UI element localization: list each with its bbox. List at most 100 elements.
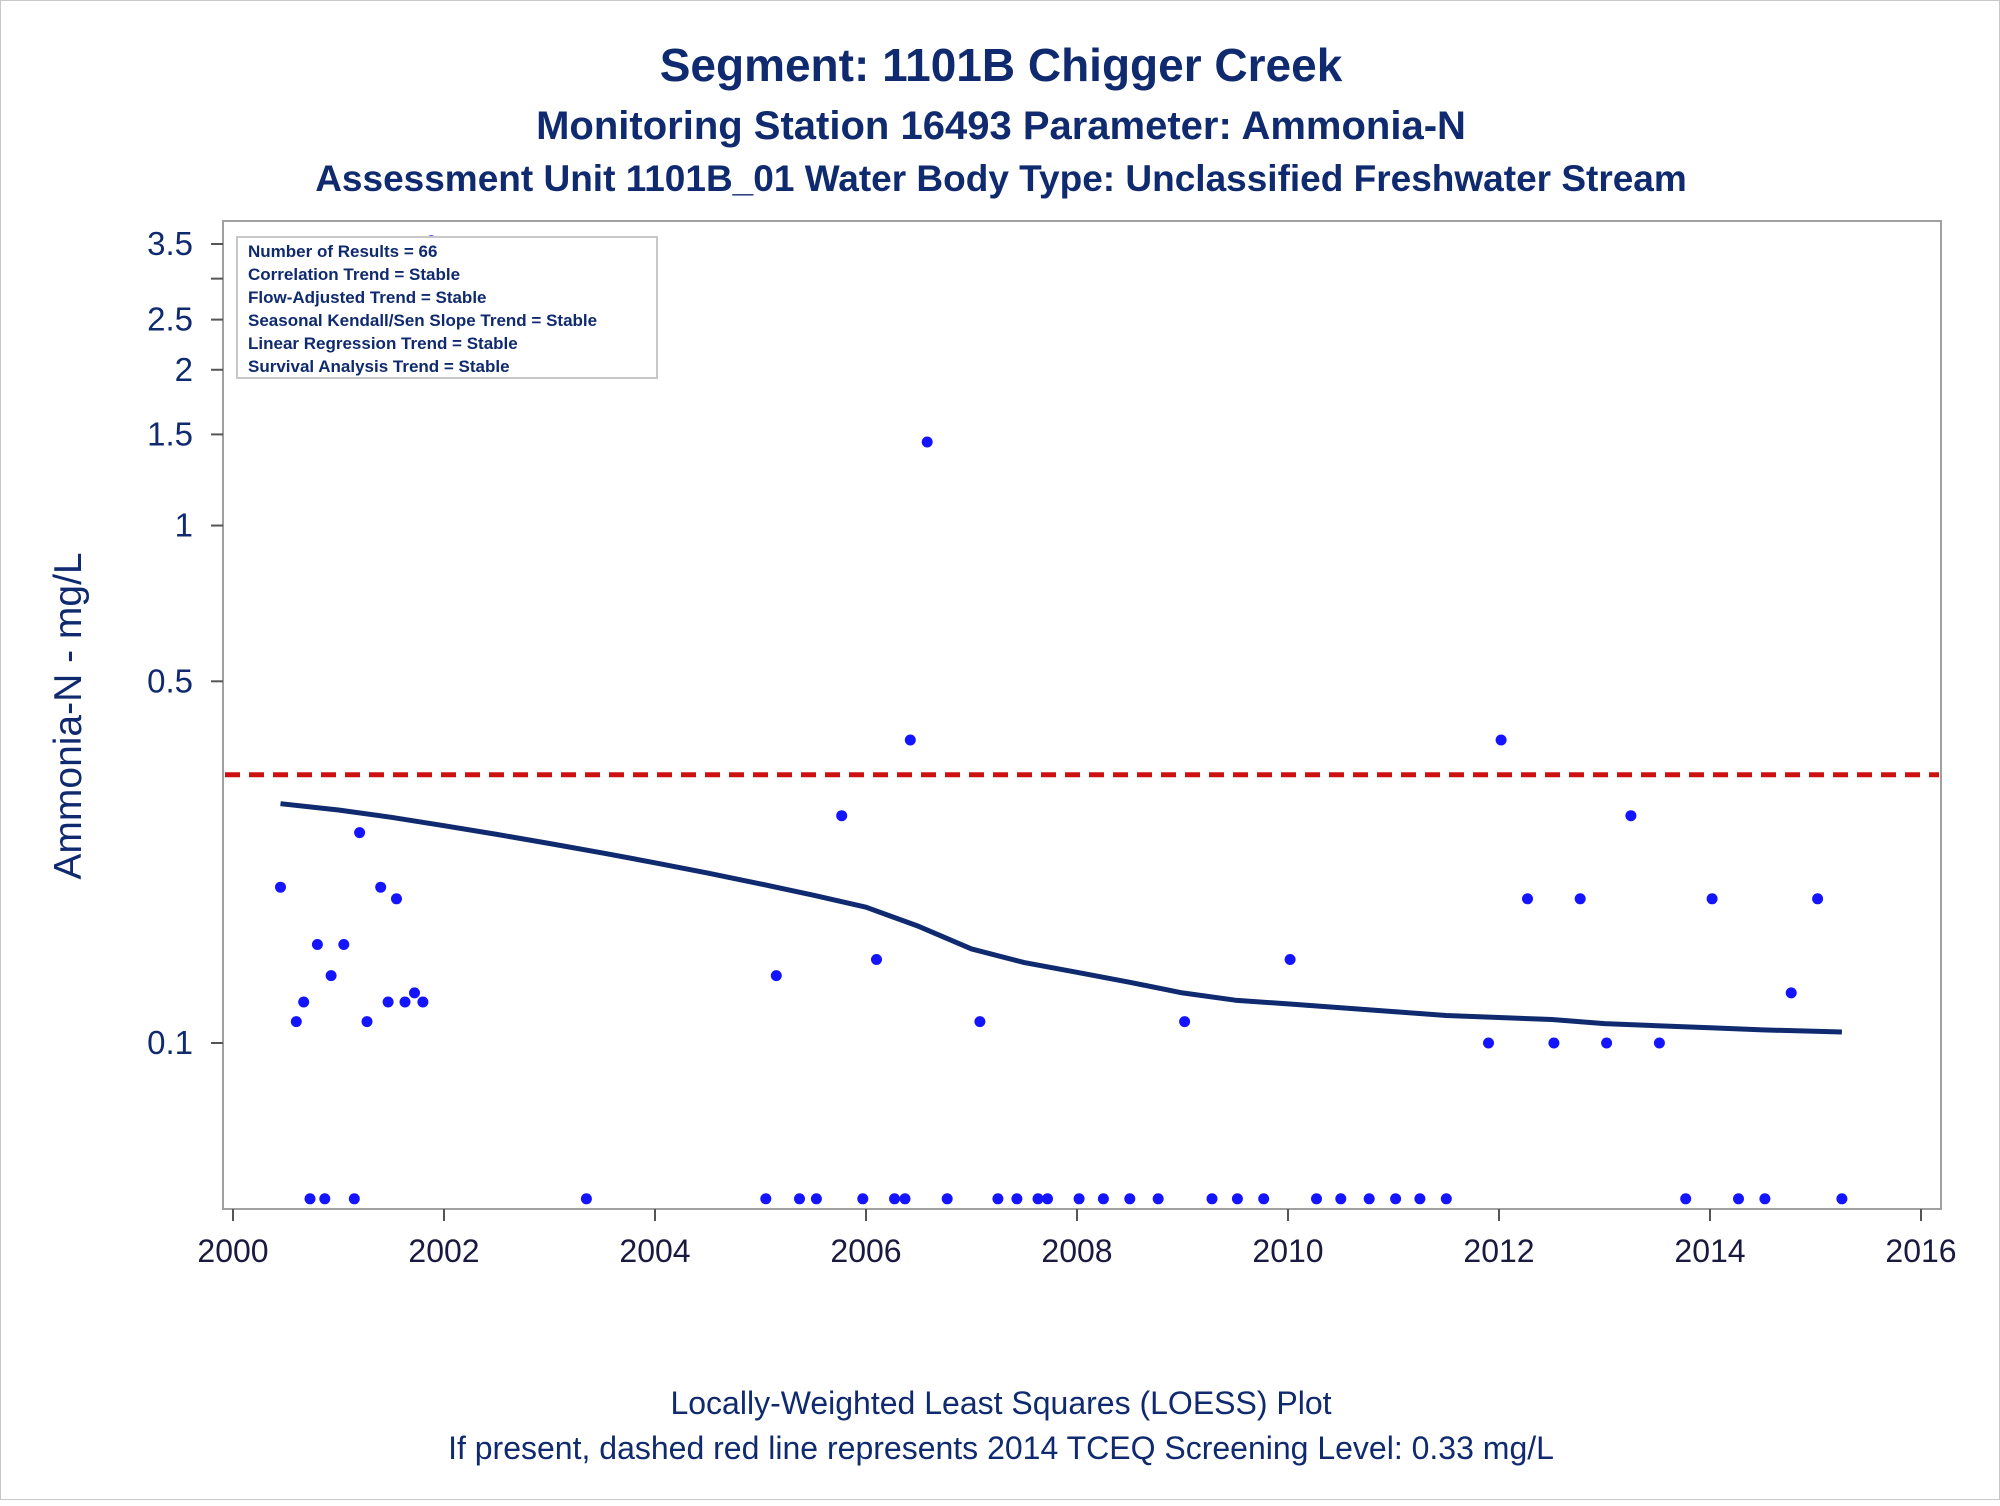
data-point bbox=[871, 954, 882, 965]
data-point bbox=[1032, 1193, 1044, 1205]
y-tick-label: 2.5 bbox=[147, 301, 193, 338]
stats-box: Number of Results = 66 Correlation Trend… bbox=[236, 236, 658, 379]
data-point bbox=[325, 970, 337, 982]
data-point bbox=[1680, 1193, 1692, 1205]
x-tick-label: 2004 bbox=[619, 1233, 690, 1269]
data-point bbox=[348, 1193, 360, 1205]
data-point bbox=[1759, 1193, 1771, 1205]
data-point bbox=[1097, 1193, 1109, 1205]
data-point bbox=[275, 881, 286, 893]
stats-linear-regression: Linear Regression Trend = Stable bbox=[248, 334, 518, 353]
data-point bbox=[1483, 1037, 1494, 1049]
y-tick-label: 1 bbox=[175, 507, 193, 544]
data-point bbox=[1812, 893, 1824, 905]
data-point bbox=[1522, 893, 1533, 905]
x-tick-label: 2014 bbox=[1674, 1233, 1745, 1269]
data-point bbox=[941, 1193, 953, 1205]
x-tick-label: 2012 bbox=[1463, 1233, 1534, 1269]
stats-seasonal-kendall: Seasonal Kendall/Sen Slope Trend = Stabl… bbox=[248, 311, 597, 330]
y-axis: 3.5 2.5 2 1.5 1 0.5 0.1 bbox=[147, 225, 223, 1061]
data-point bbox=[904, 734, 916, 746]
data-point bbox=[1390, 1193, 1402, 1205]
data-point bbox=[810, 1193, 822, 1205]
stats-survival: Survival Analysis Trend = Stable bbox=[248, 357, 510, 376]
data-point bbox=[1284, 954, 1296, 965]
data-point bbox=[1440, 1193, 1452, 1205]
data-point bbox=[1548, 1037, 1560, 1049]
y-tick-label: 1.5 bbox=[147, 415, 193, 452]
data-point bbox=[1124, 1193, 1136, 1205]
data-point bbox=[409, 987, 420, 999]
y-tick-label: 0.5 bbox=[147, 662, 193, 699]
data-point bbox=[290, 1016, 302, 1028]
x-tick-label: 2008 bbox=[1041, 1233, 1112, 1269]
data-point bbox=[361, 1016, 373, 1028]
y-axis-label: Ammonia-N - mg/L bbox=[47, 552, 90, 879]
data-point bbox=[319, 1193, 331, 1205]
data-point bbox=[1073, 1193, 1085, 1205]
y-tick-label: 3.5 bbox=[147, 225, 193, 262]
data-point bbox=[391, 893, 402, 905]
data-point bbox=[1311, 1193, 1322, 1205]
data-point bbox=[1836, 1193, 1848, 1205]
x-tick-label: 2016 bbox=[1885, 1233, 1956, 1269]
data-point bbox=[889, 1193, 900, 1205]
x-tick-label: 2000 bbox=[197, 1233, 268, 1269]
data-point bbox=[298, 996, 310, 1008]
x-tick-label: 2006 bbox=[830, 1233, 901, 1269]
stats-correlation: Correlation Trend = Stable bbox=[248, 265, 460, 284]
data-point bbox=[836, 810, 848, 822]
y-tick-label: 2 bbox=[175, 351, 193, 388]
data-point bbox=[338, 939, 350, 950]
data-point bbox=[1179, 1016, 1191, 1028]
data-point bbox=[1625, 810, 1637, 822]
data-point bbox=[375, 881, 387, 893]
data-point bbox=[304, 1193, 316, 1205]
y-tick-label: 0.1 bbox=[147, 1024, 193, 1061]
data-point bbox=[1706, 893, 1718, 905]
data-point bbox=[1414, 1193, 1426, 1205]
data-points bbox=[275, 235, 1848, 1205]
data-point bbox=[1335, 1193, 1347, 1205]
data-point bbox=[794, 1193, 805, 1205]
data-point bbox=[1042, 1193, 1053, 1205]
chart-subtitle-2: Assessment Unit 1101B_01 Water Body Type… bbox=[315, 158, 1687, 199]
data-point bbox=[399, 996, 411, 1008]
data-point bbox=[1231, 1193, 1243, 1205]
data-point bbox=[1653, 1037, 1665, 1049]
data-point bbox=[1733, 1193, 1744, 1205]
data-point bbox=[1206, 1193, 1218, 1205]
data-point bbox=[382, 996, 394, 1008]
data-point bbox=[354, 827, 366, 839]
stats-flow-adjusted: Flow-Adjusted Trend = Stable bbox=[248, 288, 487, 307]
data-point bbox=[1258, 1193, 1270, 1205]
x-tick-label: 2002 bbox=[408, 1233, 479, 1269]
data-point bbox=[417, 996, 429, 1008]
data-point bbox=[857, 1193, 869, 1205]
data-point bbox=[1574, 893, 1586, 905]
data-point bbox=[311, 939, 323, 950]
data-point bbox=[1152, 1193, 1164, 1205]
data-point bbox=[899, 1193, 911, 1205]
data-point bbox=[1601, 1037, 1613, 1049]
data-point bbox=[770, 970, 782, 982]
plot-frame bbox=[222, 220, 1942, 1210]
data-point bbox=[974, 1016, 986, 1028]
chart-title: Segment: 1101B Chigger Creek bbox=[660, 39, 1343, 91]
stats-count: Number of Results = 66 bbox=[248, 242, 437, 261]
data-point bbox=[1363, 1193, 1375, 1205]
data-point bbox=[760, 1193, 772, 1205]
stats-box-frame bbox=[236, 236, 658, 379]
data-point bbox=[1785, 987, 1797, 999]
footnote-1: Locally-Weighted Least Squares (LOESS) P… bbox=[670, 1385, 1331, 1421]
data-point bbox=[1011, 1193, 1023, 1205]
data-point bbox=[992, 1193, 1004, 1205]
x-axis: 2000 2002 2004 2006 2008 2010 2012 2014 2016 bbox=[197, 1209, 1957, 1269]
chart-subtitle: Monitoring Station 16493 Parameter: Ammo… bbox=[536, 104, 1466, 148]
data-point bbox=[1495, 734, 1507, 746]
x-tick-label: 2010 bbox=[1252, 1233, 1323, 1269]
data-point bbox=[921, 436, 933, 448]
loess-trend-line bbox=[280, 801, 1842, 1035]
footnote-2: If present, dashed red line represents 2… bbox=[448, 1430, 1554, 1466]
